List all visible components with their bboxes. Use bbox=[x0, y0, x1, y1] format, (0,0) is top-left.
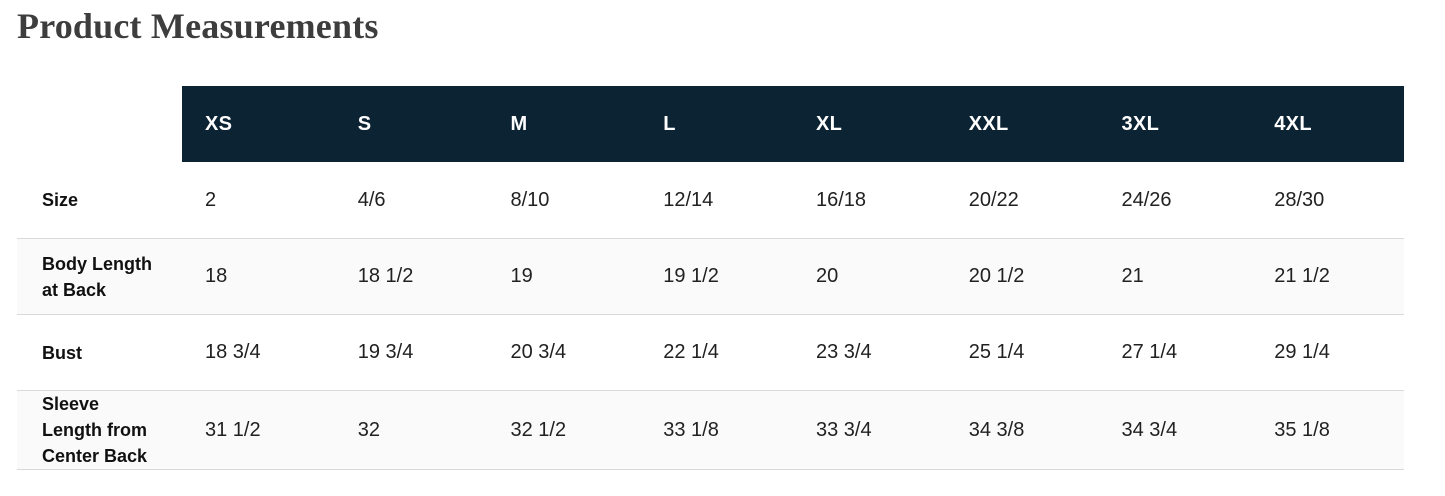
measurement-value-cell: 20 3/4 bbox=[510, 341, 567, 363]
measurement-value-cell: 12/14 bbox=[663, 188, 714, 211]
measurement-value-cell: 20 bbox=[816, 265, 839, 287]
measurement-value-cell: 28/30 bbox=[1274, 188, 1325, 211]
measurement-value-cell: 2 bbox=[205, 188, 217, 211]
measurement-value-cell: 23 3/4 bbox=[816, 341, 872, 363]
measurement-value-cell: 33 1/8 bbox=[663, 418, 719, 441]
size-chart-body: Size 2 4/6 8/10 12/14 16/18 20/22 24/26 28/30 Bod… bbox=[17, 162, 1404, 470]
measurement-value-cell: 33 3/4 bbox=[816, 418, 872, 441]
header-corner-spacer bbox=[17, 86, 182, 162]
size-column-header-xl: XL bbox=[793, 86, 946, 162]
measurement-value-cell: 27 1/4 bbox=[1121, 341, 1178, 363]
measurement-value-cell: 25 1/4 bbox=[968, 341, 1025, 363]
size-chart-header-row: XS S M L XL XXL 3XL 4XL bbox=[17, 86, 1404, 162]
measurement-value-cell: 16/18 bbox=[816, 188, 867, 211]
measurement-row: Body Length at Back 18 18 1/2 19 19 1/2 20 20 … bbox=[17, 238, 1404, 314]
size-column-header-xxl: XXL bbox=[945, 86, 1099, 162]
size-column-header-3xl: 3XL bbox=[1098, 86, 1252, 162]
measurement-row: Bust 18 3/4 19 3/4 20 3/4 22 1/4 23 3/4 25 1/4… bbox=[17, 314, 1404, 390]
measurement-value-cell: 19 3/4 bbox=[357, 341, 414, 363]
measurement-value-cell: 34 3/8 bbox=[968, 418, 1025, 441]
measurement-value-cell: 34 3/4 bbox=[1121, 418, 1178, 441]
product-measurements-section: Product Measurements XS S M L XL XXL 3XL 4XL Si… bbox=[17, 6, 1404, 470]
measurement-value-cell: 35 1/8 bbox=[1274, 418, 1330, 441]
measurement-value-cell: 31 1/2 bbox=[205, 418, 261, 441]
measurement-value-cell: 21 1/2 bbox=[1274, 265, 1330, 287]
measurement-value-cell: 21 bbox=[1121, 265, 1144, 287]
measurement-row: Size 2 4/6 8/10 12/14 16/18 20/22 24/26 28/30 bbox=[17, 162, 1404, 238]
measurement-row-label: Sleeve Length from Center Back bbox=[42, 394, 148, 466]
measurement-row-label: Bust bbox=[42, 342, 82, 363]
measurement-value-cell: 32 1/2 bbox=[510, 418, 567, 441]
measurement-value-cell: 8/10 bbox=[510, 188, 550, 211]
measurement-value-cell: 32 bbox=[357, 418, 380, 441]
measurement-value-cell: 19 bbox=[510, 265, 533, 287]
measurement-value-cell: 20 1/2 bbox=[968, 265, 1025, 287]
measurement-value-cell: 18 bbox=[205, 265, 228, 287]
measurement-value-cell: 24/26 bbox=[1121, 188, 1172, 211]
measurement-value-cell: 19 1/2 bbox=[663, 265, 719, 287]
measurement-row-label: Size bbox=[42, 190, 79, 210]
measurement-value-cell: 20/22 bbox=[968, 188, 1019, 211]
size-column-header-l: L bbox=[640, 86, 793, 162]
measurement-value-cell: 18 1/2 bbox=[357, 265, 414, 287]
size-chart-table: XS S M L XL XXL 3XL 4XL Size 2 4/6 8/10 12/14 16/18 2… bbox=[17, 86, 1404, 470]
measurement-row-label: Body Length at Back bbox=[42, 253, 152, 300]
measurement-value-cell: 29 1/4 bbox=[1274, 341, 1330, 363]
measurement-value-cell: 4/6 bbox=[357, 188, 386, 211]
measurement-row: Sleeve Length from Center Back 31 1/2 32 32… bbox=[17, 390, 1404, 470]
page-title: Product Measurements bbox=[17, 6, 379, 46]
measurement-value-cell: 18 3/4 bbox=[205, 341, 261, 363]
size-column-header-m: M bbox=[487, 86, 641, 162]
size-column-header-s: S bbox=[334, 86, 488, 162]
size-column-header-xs: XS bbox=[182, 86, 335, 162]
size-column-header-4xl: 4XL bbox=[1251, 86, 1404, 162]
measurement-value-cell: 22 1/4 bbox=[663, 341, 719, 363]
